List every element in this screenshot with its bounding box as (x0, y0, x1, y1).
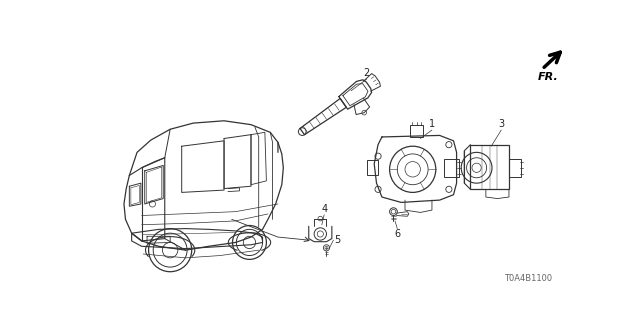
Bar (470, 145, 509, 189)
Bar (444, 158, 459, 177)
Text: 2: 2 (364, 68, 370, 78)
Text: 4: 4 (321, 204, 327, 214)
Text: FR.: FR. (538, 72, 558, 82)
Text: 1: 1 (429, 119, 435, 129)
Bar (509, 158, 520, 177)
Bar (410, 125, 422, 137)
Text: T0A4B1100: T0A4B1100 (504, 274, 552, 283)
Text: 5: 5 (334, 235, 340, 245)
Text: 6: 6 (394, 229, 401, 239)
Text: 3: 3 (498, 119, 504, 129)
Bar (367, 160, 378, 175)
